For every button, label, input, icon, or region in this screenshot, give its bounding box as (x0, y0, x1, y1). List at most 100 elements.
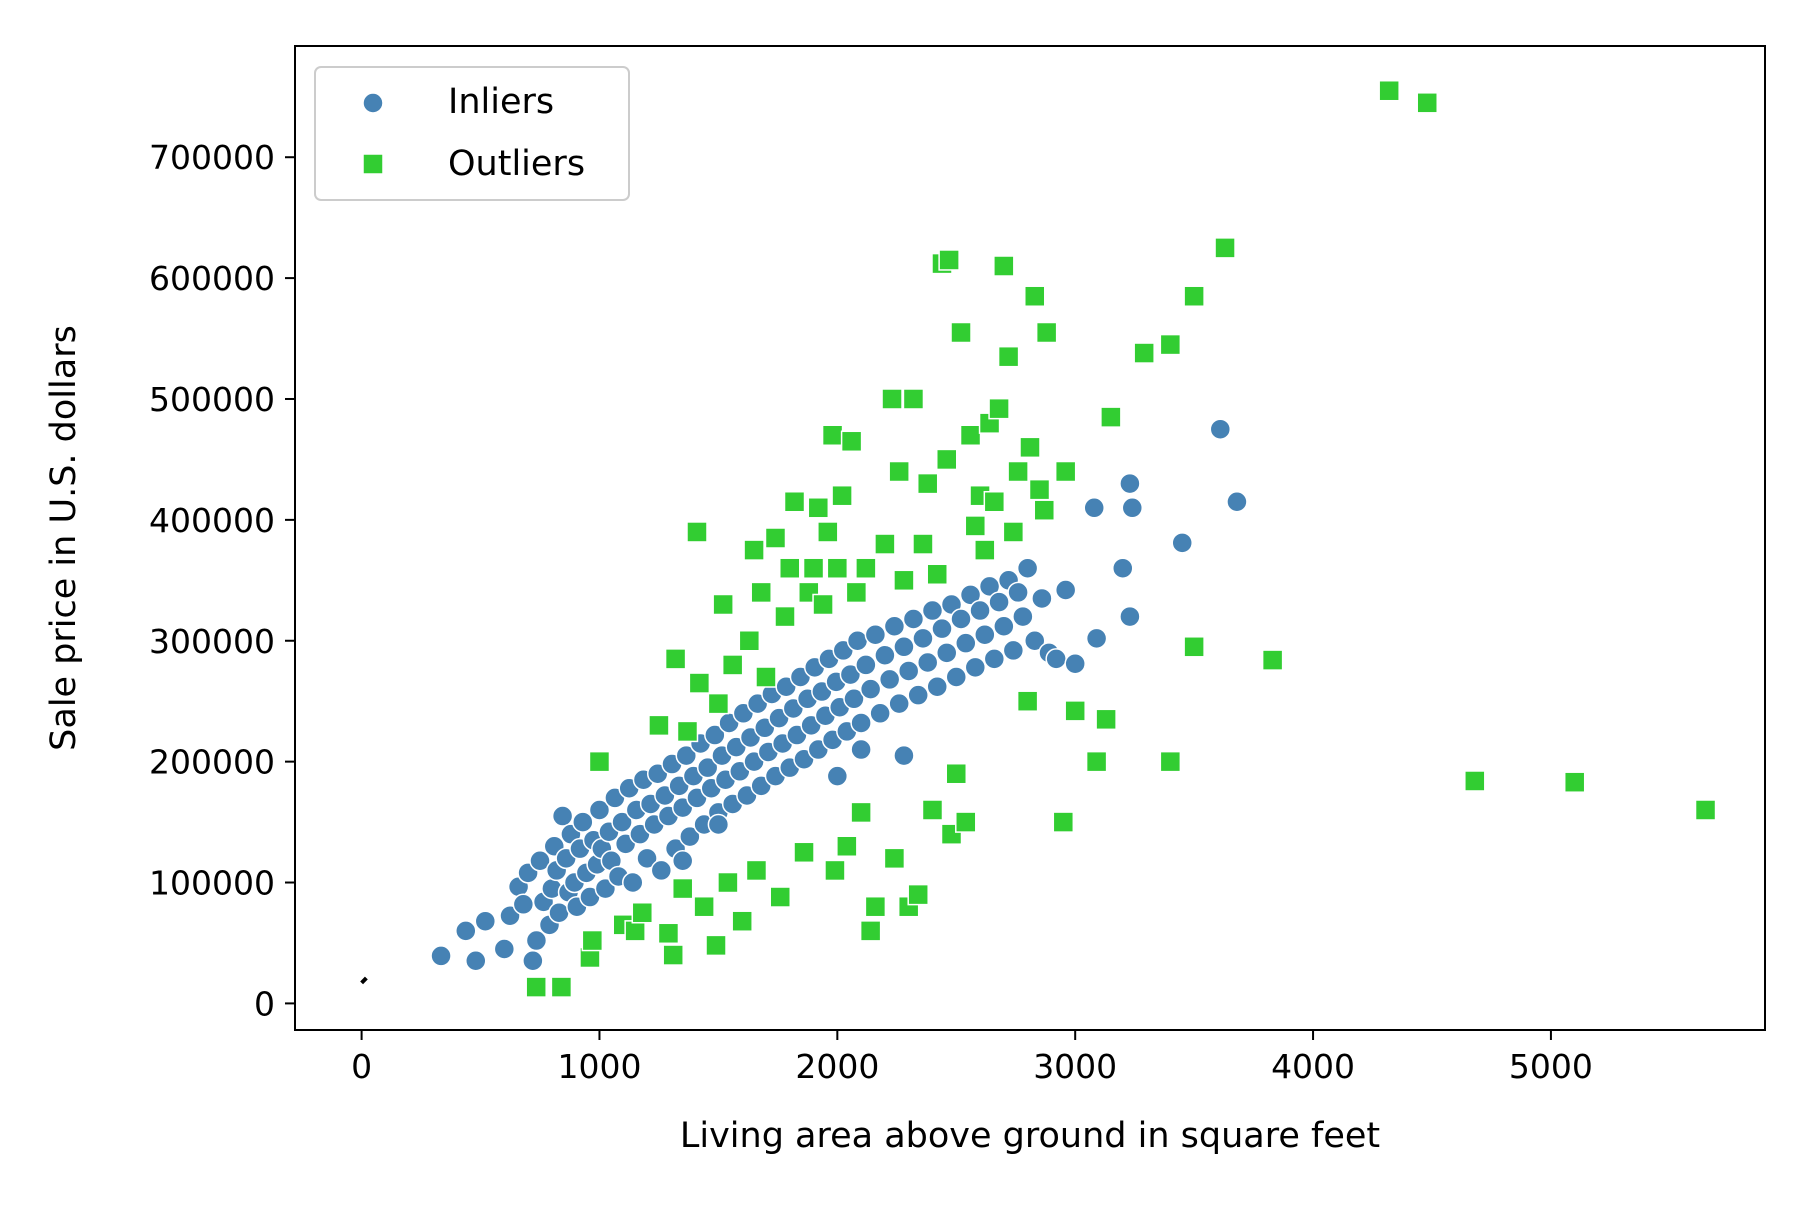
inlier-point (839, 663, 862, 686)
inlier-point (675, 744, 698, 767)
inlier-point (1085, 627, 1108, 650)
outlier-point (676, 720, 699, 743)
y-tick-label: 400000 (149, 501, 275, 540)
outlier-point (974, 539, 996, 561)
outlier-point (793, 841, 815, 864)
outlier-point (840, 430, 863, 453)
outlier-point (1464, 770, 1486, 792)
outlier-point (802, 557, 825, 579)
inlier-point (525, 929, 548, 952)
outlier-point (888, 460, 910, 483)
outlier-point (686, 521, 708, 543)
inlier-point (993, 615, 1015, 637)
outlier-point (1261, 649, 1284, 671)
outlier-point (664, 648, 687, 670)
y-tick-label: 500000 (149, 380, 275, 419)
legend: Inliers Outliers (314, 66, 630, 201)
inlier-point (864, 623, 887, 646)
inlier-point (826, 765, 849, 787)
inlier-point (1171, 532, 1193, 554)
inlier-point (548, 901, 570, 924)
inlier-point (1083, 497, 1105, 519)
x-tick-label: 1000 (557, 1047, 641, 1086)
outlier-point (1095, 708, 1117, 731)
outlier-point (662, 944, 684, 966)
inlier-point (1121, 497, 1144, 519)
outlier-point (807, 497, 830, 519)
outlier-point (836, 835, 858, 858)
inlier-point (850, 712, 872, 734)
outlier-point (712, 593, 734, 616)
outlier-point (912, 533, 934, 555)
inlier-point (430, 945, 452, 967)
inlier-point (1045, 648, 1067, 670)
inlier-point (983, 648, 1006, 670)
x-tick-label: 2000 (795, 1047, 879, 1086)
outlier-point (1064, 700, 1086, 722)
inlier-point (493, 938, 516, 960)
outlier-point (938, 249, 960, 271)
outlier-point (1002, 521, 1025, 543)
inlier-point (1016, 557, 1039, 579)
inlier-point (1024, 630, 1046, 652)
outlier-point (831, 484, 853, 507)
legend-box (314, 66, 630, 201)
x-tick-label: 4000 (1271, 1047, 1355, 1086)
x-axis-ticks: 0 1000 2000 3000 4000 5000 (351, 1030, 1593, 1086)
inlier-point (950, 608, 972, 630)
y-tick-label: 100000 (149, 864, 275, 903)
outlier-point (688, 672, 711, 694)
outlier-point (717, 871, 739, 894)
outlier-point (1007, 460, 1029, 483)
outlier-point (631, 901, 654, 924)
outlier-point (988, 397, 1010, 420)
inlier-point (671, 850, 694, 872)
inlier-point (1007, 581, 1029, 604)
inlier-point (522, 949, 544, 972)
inlier-point (902, 608, 925, 630)
inlier-point (594, 877, 617, 900)
inlier-point (1112, 557, 1134, 579)
outlier-point (764, 527, 787, 549)
inlier-point (1002, 639, 1025, 662)
inlier-point (921, 599, 944, 622)
inlier-point (843, 688, 865, 710)
outlier-point (745, 859, 768, 882)
outlier-point (588, 750, 611, 773)
inlier-point (1209, 418, 1232, 440)
outlier-point (1378, 79, 1400, 102)
outlier-point (1033, 499, 1056, 521)
outlier-point (881, 388, 903, 410)
outlier-point (624, 920, 646, 942)
outlier-point (1100, 406, 1122, 428)
inlier-point (704, 724, 726, 746)
inlier-point (679, 825, 701, 848)
outlier-point (993, 255, 1015, 277)
outlier-point (1028, 478, 1051, 501)
outlier-point (1052, 811, 1075, 833)
y-tick-label: 600000 (149, 259, 275, 298)
inlier-point (1119, 605, 1141, 628)
outlier-point (783, 490, 806, 513)
outlier-point (1159, 333, 1182, 356)
inlier-point (897, 660, 920, 682)
y-tick-label: 200000 (149, 743, 275, 782)
outlier-point (525, 976, 547, 998)
inlier-point (455, 920, 477, 942)
fit-line-layer (360, 976, 368, 985)
outlier-point (902, 388, 925, 410)
outlier-point (1183, 636, 1205, 658)
outlier-point (550, 976, 573, 998)
inlier-point (893, 636, 915, 658)
inlier-point (465, 949, 487, 972)
inlier-point (1012, 605, 1034, 628)
outlier-point (945, 762, 968, 785)
outlier-point (855, 557, 877, 579)
x-tick-label: 3000 (1033, 1047, 1117, 1086)
outlier-point (864, 895, 887, 918)
inlier-point (696, 756, 719, 779)
outlier-point (1694, 799, 1717, 821)
outlier-point (721, 654, 744, 676)
outlier-point (964, 515, 987, 537)
